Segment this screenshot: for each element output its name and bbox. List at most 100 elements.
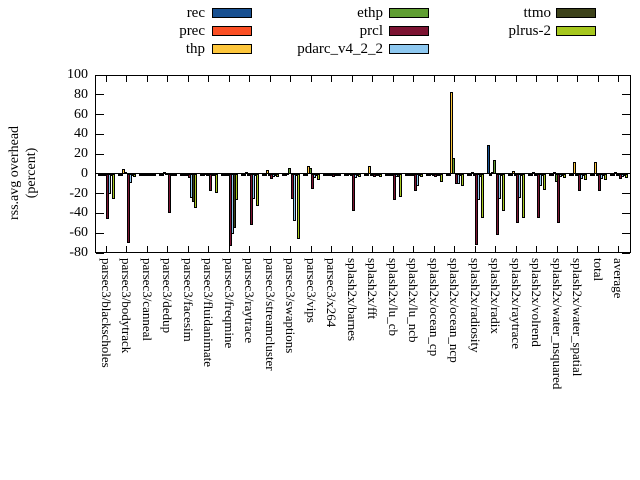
bar-ethp (452, 158, 456, 174)
bar-thp (593, 162, 597, 174)
legend-swatch-pdarc_v4_2_2 (389, 44, 429, 54)
y-tick-right (622, 252, 630, 254)
y-tick-label: -80 (69, 245, 88, 260)
legend-swatch-ethp (389, 8, 429, 18)
bar-prec (161, 173, 165, 176)
x-tick-top (228, 76, 230, 82)
y-tick-right (622, 193, 630, 195)
x-tick-bottom (597, 246, 599, 252)
legend-swatch-prec (212, 26, 252, 36)
x-tick-label: parsec3/canneal (139, 258, 155, 342)
x-tick-bottom (392, 246, 394, 252)
y-tick-label: 80 (74, 86, 88, 102)
x-tick-label: parsec3/fluidanimate (201, 258, 216, 368)
x-tick-top (351, 76, 353, 82)
y-tick-label: 60 (74, 106, 88, 122)
x-tick-label: parsec3/facesim (180, 258, 196, 342)
bar-plrus-2 (460, 173, 464, 186)
bar-prec (304, 173, 308, 176)
x-tick-top (269, 76, 271, 82)
bar-prec (427, 173, 431, 176)
y-tick-left (96, 193, 104, 195)
x-tick-label: splash2x/volrend (529, 258, 544, 347)
bar-prec (345, 173, 349, 176)
bar-prec (571, 173, 575, 176)
bar-pdarc_v4_2_2 (251, 173, 255, 199)
x-tick-bottom (474, 246, 476, 252)
x-tick-top (310, 76, 312, 82)
bar-prcl (495, 173, 499, 236)
x-tick-top (433, 76, 435, 82)
x-tick-bottom (495, 246, 496, 252)
x-tick-label: splash2x/radix (488, 258, 503, 334)
x-tick-label: parsec3/bodytrack (119, 258, 134, 354)
bar-prec (120, 173, 124, 176)
x-tick-top (495, 76, 496, 82)
y-tick-label: 0 (81, 165, 88, 181)
y-tick-left (96, 153, 104, 155)
bar-prec (284, 173, 288, 176)
bar-pdarc_v4_2_2 (477, 173, 481, 200)
plot-area (95, 75, 631, 253)
y-tick-left (96, 252, 104, 254)
x-tick-bottom (331, 246, 332, 252)
bar-prcl (126, 173, 130, 244)
bar-pdarc_v4_2_2 (292, 173, 296, 222)
bar-plrus-2 (317, 173, 321, 180)
x-tick-label: parsec3/freqmine (221, 258, 237, 349)
y-tick-left (96, 74, 104, 76)
bar-plrus-2 (604, 173, 608, 180)
x-tick-bottom (413, 246, 414, 252)
bar-plrus-2 (440, 173, 444, 182)
legend-label-pdarc_v4_2_2: pdarc_v4_2_2 (297, 41, 383, 57)
bar-plrus-2 (112, 173, 116, 199)
legend-label-prec: prec (179, 23, 205, 39)
bar-plrus-2 (214, 173, 218, 193)
bar-plrus-2 (481, 173, 485, 219)
bar-prcl (352, 173, 355, 212)
x-tick-bottom (208, 246, 209, 252)
y-tick-label: 20 (74, 146, 88, 162)
bar-prcl (475, 173, 478, 246)
bar-plrus-2 (255, 173, 259, 206)
x-tick-bottom (269, 246, 271, 252)
x-tick-label: parsec3/swaptions (283, 258, 298, 354)
x-tick-top (331, 76, 332, 82)
x-tick-top (187, 76, 189, 82)
x-tick-bottom (556, 246, 558, 252)
x-tick-top (105, 76, 107, 82)
legend-swatch-prcl (389, 26, 429, 36)
x-tick-bottom (372, 246, 373, 252)
x-tick-label: parsec3/x264 (324, 258, 339, 328)
y-axis-title-line1: rss.avg overhead (7, 125, 22, 221)
bar-prec (448, 173, 452, 176)
x-tick-label: splash2x/water_spatial (570, 258, 585, 377)
y-tick-right (622, 114, 630, 116)
x-tick-bottom (105, 246, 107, 252)
x-tick-bottom (454, 246, 455, 252)
bar-plrus-2 (153, 173, 157, 176)
bar-ttmo (233, 173, 237, 229)
bar-prcl (249, 173, 253, 226)
bar-prcl (106, 173, 109, 220)
x-tick-bottom (167, 246, 168, 252)
bar-thp (573, 162, 577, 174)
x-tick-label: splash2x/ocean_ncp (447, 258, 462, 363)
x-tick-label: splash2x/barnes (344, 258, 360, 342)
bar-prec (612, 173, 616, 176)
bar-plrus-2 (583, 173, 587, 180)
x-tick-top (372, 76, 373, 82)
legend-swatch-rec (212, 8, 252, 18)
bar-rec (487, 145, 491, 174)
bar-prec (243, 173, 247, 176)
x-tick-label: splash2x/raytrace (508, 258, 524, 349)
bar-prec (530, 173, 534, 176)
x-tick-top (392, 76, 394, 82)
bar-ethp (493, 160, 497, 174)
x-tick-bottom (290, 246, 291, 252)
x-tick-top (249, 76, 250, 82)
bar-prcl (208, 173, 212, 191)
bar-plrus-2 (173, 173, 177, 176)
x-tick-bottom (228, 246, 230, 252)
y-tick-label: -60 (69, 225, 88, 241)
